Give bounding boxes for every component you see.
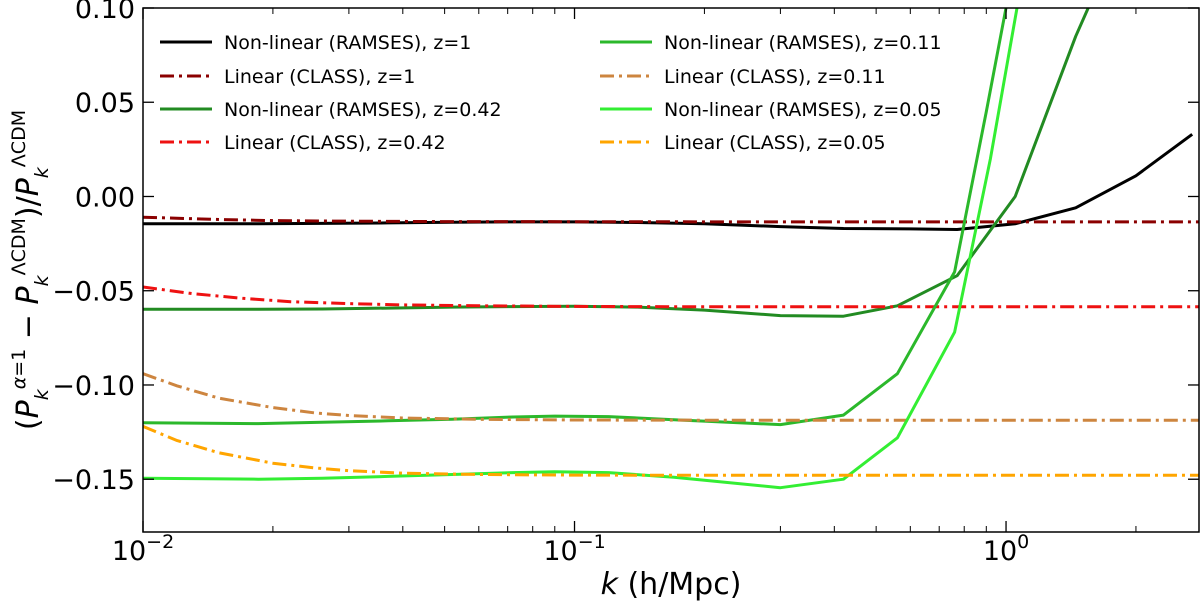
series-line-non-linear-ramses-z-0-42: [143, 8, 1090, 318]
series-line-non-linear-ramses-z-0-11: [143, 8, 1008, 427]
legend: Non-linear (RAMSES), z=1 Linear (CLASS), …: [160, 32, 942, 154]
series-line-linear-class-z-0-11: [143, 372, 1199, 422]
legend-label-linear-class-z-0-05: Linear (CLASS), z=0.05: [664, 132, 886, 154]
x-axis-label-unit: (h/Mpc): [618, 567, 742, 602]
legend-label-linear-class-z-0-11: Linear (CLASS), z=0.11: [664, 66, 886, 88]
legend-label-non-linear-ramses-z-0-42: Non-linear (RAMSES), z=0.42: [224, 99, 502, 121]
x-tick-label: 100: [983, 531, 1029, 567]
y-tick-label: 0.00: [75, 182, 135, 213]
series-layer: [143, 8, 1199, 490]
series-line-non-linear-ramses-z-0-05: [143, 8, 1019, 490]
legend-label-linear-class-z-1: Linear (CLASS), z=1: [224, 66, 415, 88]
legend-label-linear-class-z-0-42: Linear (CLASS), z=0.42: [224, 132, 446, 154]
series-line-linear-class-z-1: [143, 215, 1199, 224]
y-tick-label: −0.15: [52, 465, 135, 496]
axis-layer: 10−2 10−1 100 0.10 0.05 0.00 −0.05 −0.10 −0.15: [52, 0, 1199, 567]
series-line-linear-class-z-0-42: [143, 285, 1199, 309]
y-tick-label: −0.05: [52, 277, 135, 308]
y-tick-label: 0.05: [75, 88, 135, 119]
legend-label-non-linear-ramses-z-0-05: Non-linear (RAMSES), z=0.05: [664, 99, 942, 121]
x-axis-label: k (h/Mpc): [601, 567, 742, 602]
x-tick-label: 10−2: [112, 531, 174, 567]
x-tick-label: 10−1: [543, 531, 605, 567]
legend-label-non-linear-ramses-z-1: Non-linear (RAMSES), z=1: [224, 32, 471, 54]
plot-frame: [142, 7, 1200, 533]
y-tick-label: 0.10: [75, 0, 135, 25]
y-axis-label: (Pkα=1 − PkΛCDM)/PkΛCDM: [8, 110, 53, 430]
series-line-linear-class-z-0-05: [143, 425, 1199, 477]
series-line-non-linear-ramses-z-1: [143, 133, 1194, 231]
y-tick-label: −0.10: [52, 371, 135, 402]
legend-label-non-linear-ramses-z-0-11: Non-linear (RAMSES), z=0.11: [664, 32, 942, 54]
